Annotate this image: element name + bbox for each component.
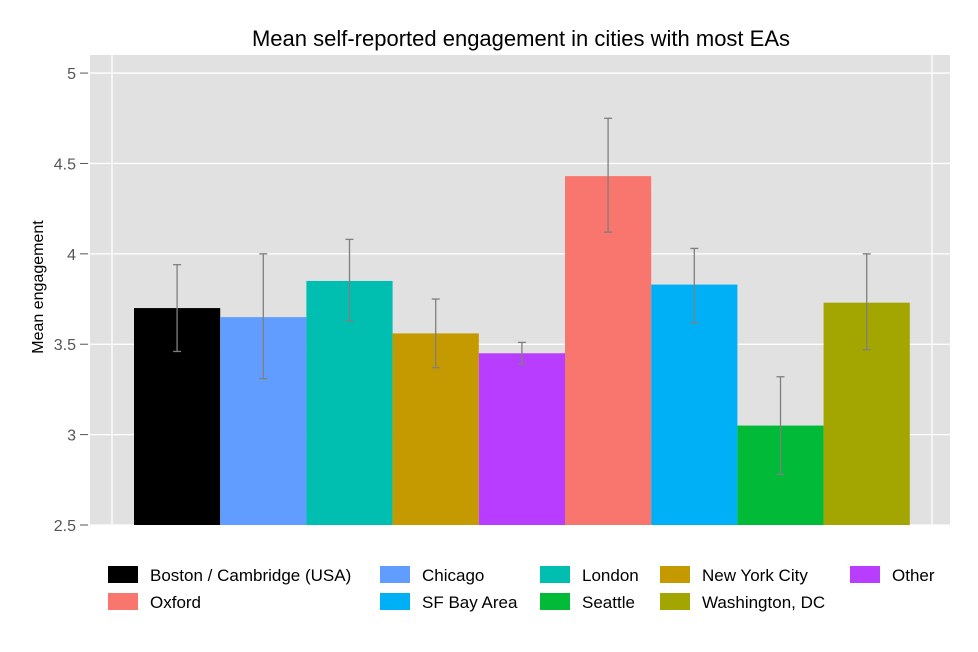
y-tick-label: 5 — [67, 66, 76, 83]
legend-swatch-0 — [108, 566, 138, 583]
legend-swatch-3 — [660, 566, 690, 583]
y-tick-label: 3.5 — [54, 337, 76, 354]
legend-swatch-5 — [108, 593, 138, 610]
legend-label-3: New York City — [702, 566, 808, 585]
legend-label-8: Washington, DC — [702, 593, 825, 612]
legend-swatch-4 — [850, 566, 880, 583]
legend-swatch-7 — [540, 593, 570, 610]
legend-label-6: SF Bay Area — [422, 593, 518, 612]
legend-label-4: Other — [892, 566, 935, 585]
bar-2 — [306, 280, 393, 525]
legend-label-0: Boston / Cambridge (USA) — [150, 566, 351, 585]
legend-swatch-1 — [380, 566, 410, 583]
legend-swatch-2 — [540, 566, 570, 583]
bar-5 — [565, 176, 652, 525]
y-tick-label: 4 — [67, 247, 76, 264]
error-bars — [173, 117, 871, 476]
legend-label-2: London — [582, 566, 639, 585]
chart-title: Mean self-reported engagement in cities … — [252, 26, 790, 51]
legend-label-1: Chicago — [422, 566, 484, 585]
bar-6 — [651, 284, 738, 525]
bar-4 — [478, 353, 565, 525]
y-tick-label: 4.5 — [54, 156, 76, 173]
y-axis-label: Mean engagement — [30, 220, 47, 354]
legend-swatch-6 — [380, 593, 410, 610]
y-axis: 2.5 3 3.5 4 4.5 5 — [54, 66, 88, 535]
legend-label-7: Seattle — [582, 593, 635, 612]
legend-label-5: Oxford — [150, 593, 201, 612]
legend: Boston / Cambridge (USA) Chicago London New… — [108, 566, 935, 612]
y-tick-label: 3 — [67, 428, 76, 445]
y-tick-label: 2.5 — [54, 518, 76, 535]
bars — [134, 176, 910, 525]
legend-swatch-8 — [660, 593, 690, 610]
